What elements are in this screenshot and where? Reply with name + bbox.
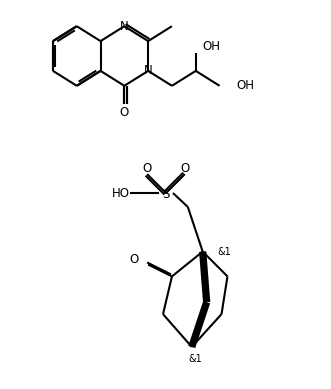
Text: O: O (143, 162, 152, 175)
Text: O: O (129, 253, 138, 266)
Text: N: N (144, 65, 153, 77)
Text: &1: &1 (217, 247, 231, 257)
Text: O: O (120, 106, 129, 119)
Text: OH: OH (236, 79, 255, 92)
Text: O: O (180, 162, 189, 175)
Text: N: N (120, 20, 129, 33)
Text: S: S (162, 187, 170, 200)
Text: &1: &1 (188, 354, 202, 364)
Text: HO: HO (112, 186, 129, 200)
Text: OH: OH (203, 40, 221, 53)
